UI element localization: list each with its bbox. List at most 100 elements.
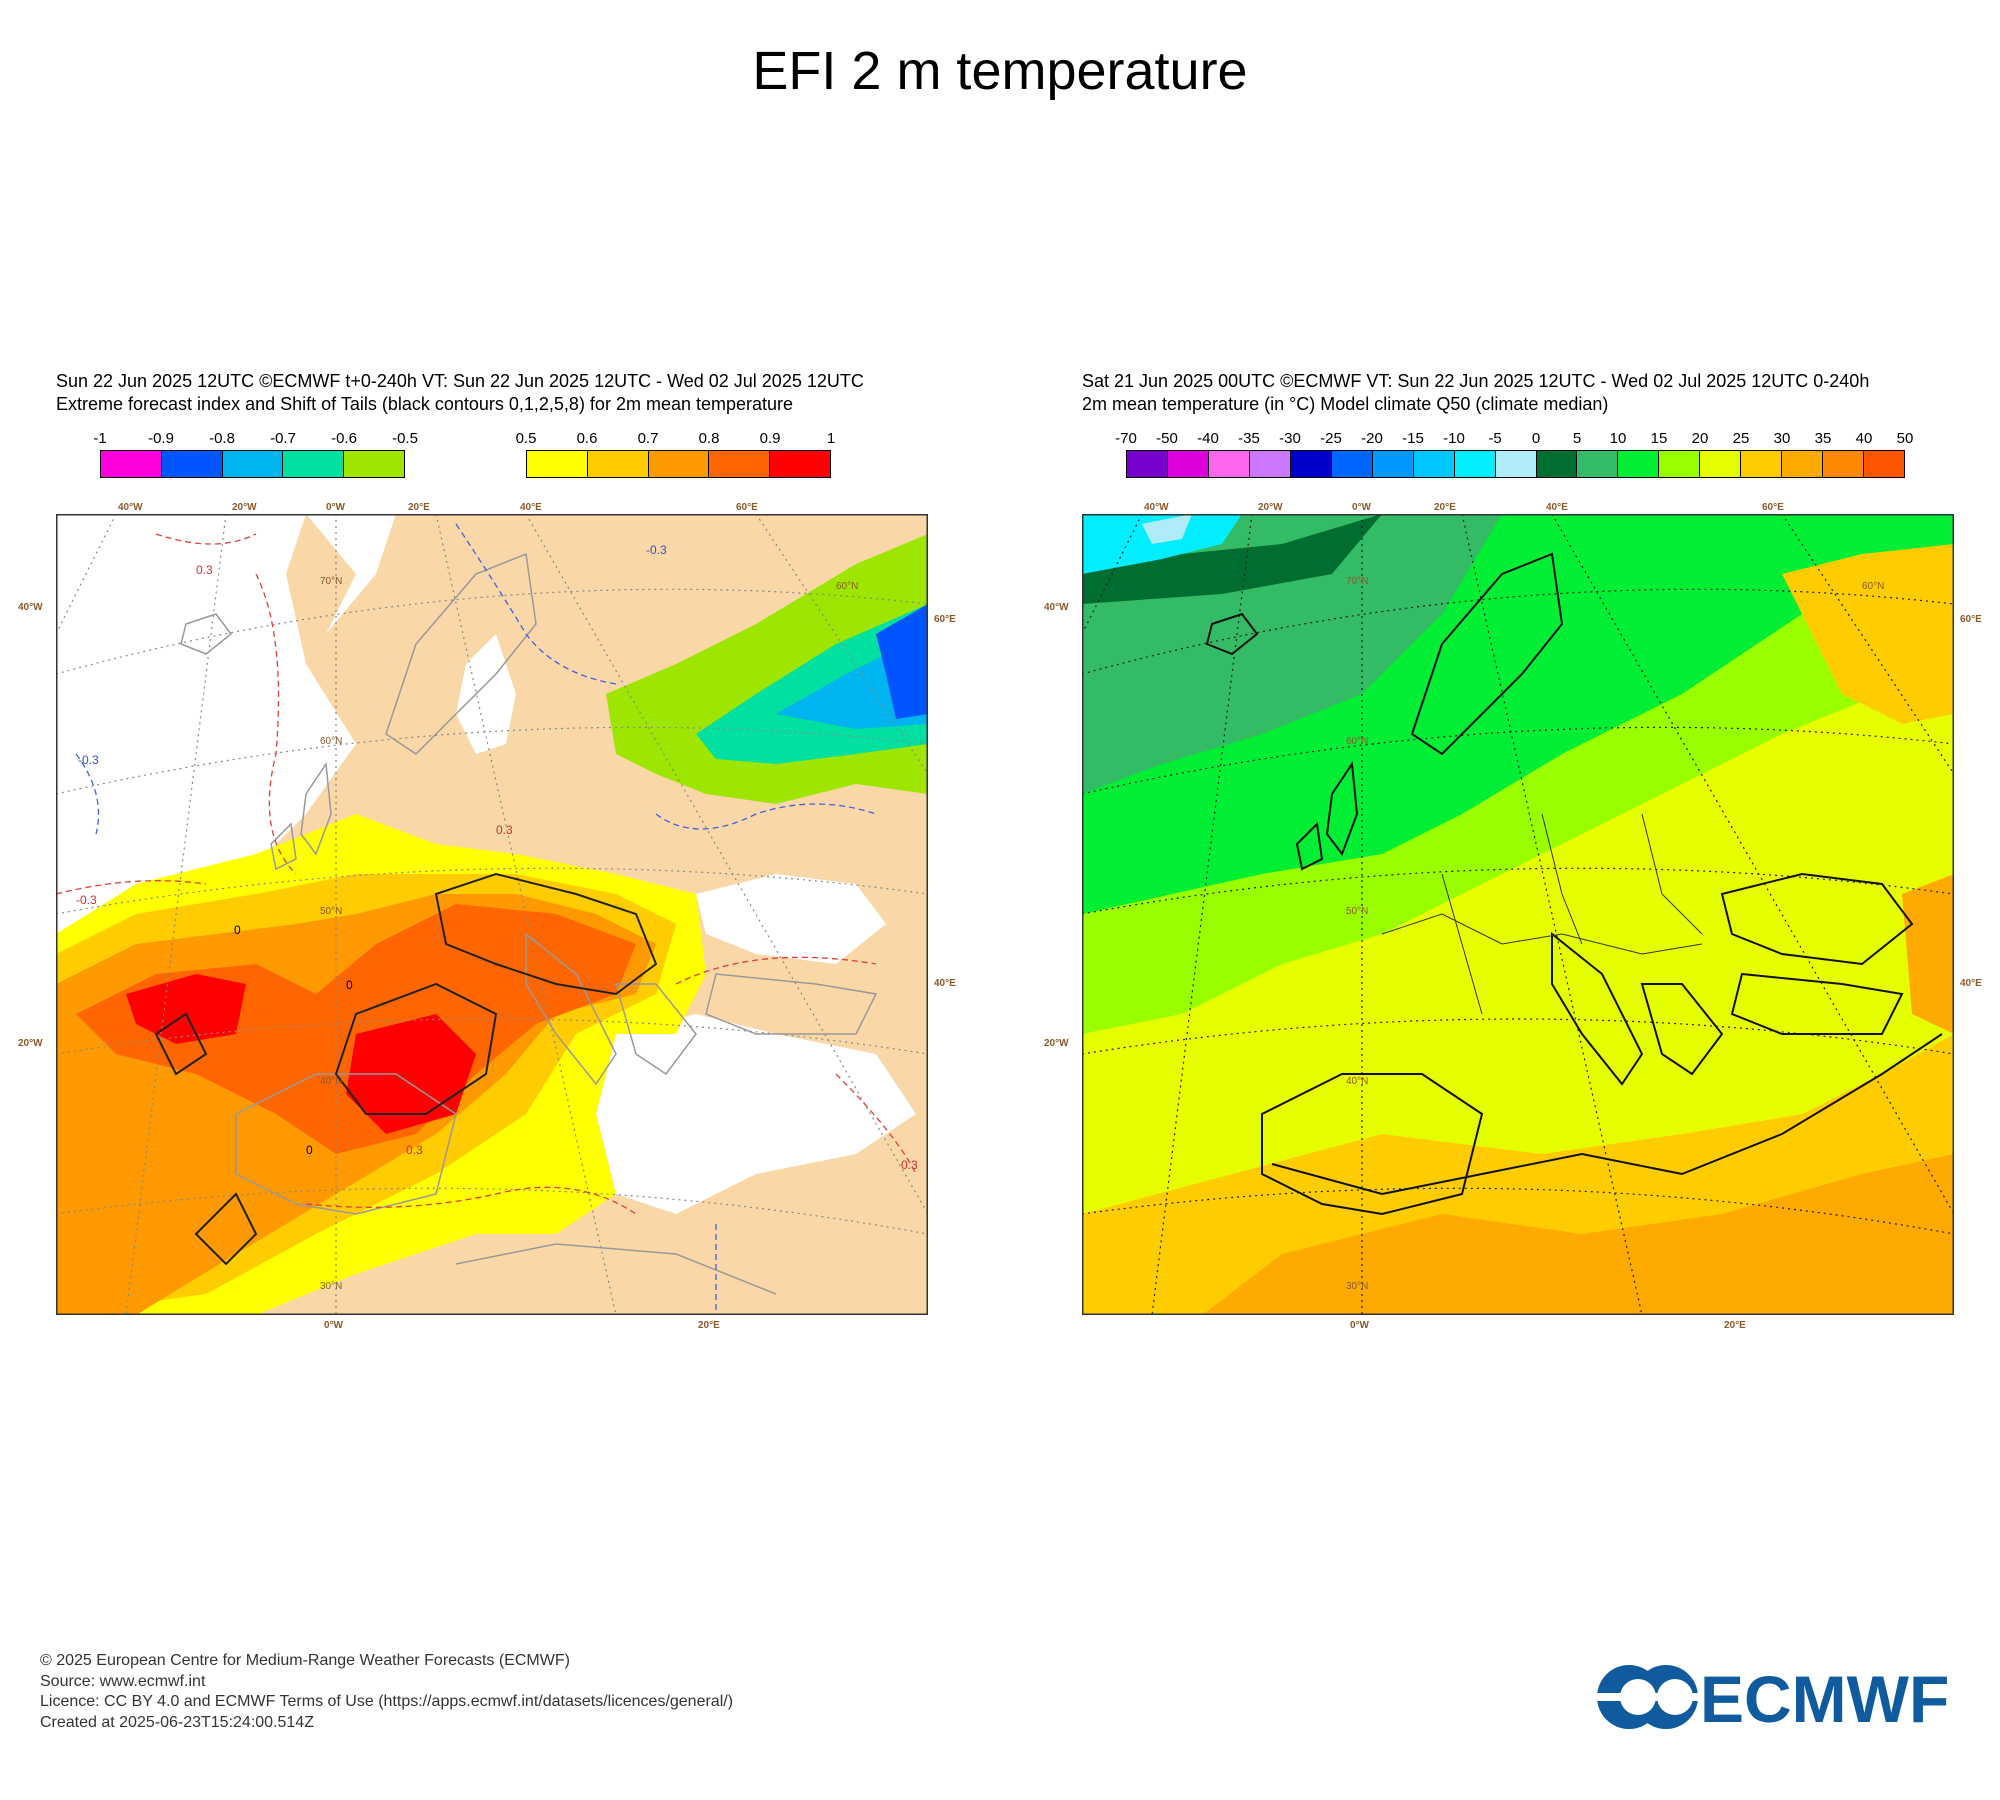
efi-lon-label: 0°W [326,502,345,513]
climate-swatch [1781,451,1823,477]
efi-red-contours [56,533,917,1215]
climate-swatch [1330,451,1372,477]
climate-lon-label: 0°W [1350,1320,1369,1331]
efi-black-sea [696,874,886,964]
efi-warm-anomaly-very-strong [76,904,636,1154]
efi-balkans-outline [615,983,697,1076]
efi-blue-contour [75,753,100,835]
efi-warm-swatch [586,451,648,477]
efi-lat-label: 60°N [836,581,858,592]
efi-sot-contour [154,1012,208,1076]
efi-lon-label: 0°W [324,1320,343,1331]
climate-border-line [1381,913,1703,955]
efi-lat-edge-label: 20°W [18,1038,43,1049]
efi-cold-label: -0.8 [209,430,235,447]
efi-red-contour [155,533,257,545]
ecmwf-logo-mark-cutouts [1596,1679,1706,1715]
efi-map-svg: -0.3 -0.3 0.3 0.3 -0.3 0.3 0.3 0 0 0 70°… [56,514,928,1315]
climate-lat-label: 40°N [1346,1076,1368,1087]
climate-graticule [1082,514,1954,1315]
climate-lat-edge-label: 20°W [1044,1038,1069,1049]
efi-cold-swatches [100,450,405,478]
efi-sot-contour [434,872,658,996]
climate-black-sea-outline [1720,872,1914,966]
climate-anatolia-outline [1730,972,1904,1035]
footer-copyright: © 2025 European Centre for Medium-Range … [40,1652,570,1669]
efi-lat-label: 40°N [320,1076,342,1087]
climate-lon-label: 40°E [1546,502,1568,513]
climate-band-middle-east-warm [1902,874,1954,1034]
climate-ireland-outline [1295,821,1324,871]
efi-lon-label: 20°W [232,502,257,513]
efi-lat-edge-label: 60°E [934,614,956,625]
climate-swatch [1740,451,1782,477]
efi-north-africa-coast [455,1243,777,1295]
efi-meridian-line [435,514,617,1315]
climate-meridian-line [1461,514,1643,1315]
climate-swatch [1822,451,1864,477]
climate-parallel-line [1082,867,1954,915]
climate-scale-label: 0 [1531,430,1541,447]
climate-lat-edge-label: 40°E [1960,978,1982,989]
efi-warm-swatches [526,450,831,478]
climate-meridian-line [1551,514,1954,1215]
climate-parallel-line [1082,1018,1954,1055]
efi-sot-contour [334,982,498,1115]
efi-warm-swatch [647,451,709,477]
climate-scale-label: -30 [1279,430,1301,447]
efi-warm-label: 0.9 [759,430,781,447]
footer-created: Created at 2025-06-23T15:24:00.514Z [40,1713,314,1731]
efi-meridian-line [125,514,227,1315]
efi-meridian-line [56,514,117,635]
climate-swatch [1494,451,1536,477]
climate-lat-label: 60°N [1862,581,1884,592]
climate-scale-label: 20 [1691,430,1709,447]
climate-meridian-line [1781,514,1954,775]
climate-lon-label: 0°W [1352,502,1371,513]
efi-parallel-line [56,1018,928,1055]
efi-panel: Sun 22 Jun 2025 12UTC ©ECMWF t+0-240h VT… [18,370,956,1331]
climate-border-line [1441,873,1483,1015]
climate-swatch [1289,451,1331,477]
efi-red-contour [305,1186,637,1215]
footer-source: Source: www.ecmwf.int [40,1672,206,1690]
efi-lat-edge-label: 40°E [934,978,956,989]
efi-contour-label: 0.3 [901,1158,918,1172]
page-title: EFI 2 m temperature [752,41,1248,101]
climate-iceland-outline [1205,612,1259,656]
climate-header-line1: Sat 21 Jun 2025 00UTC ©ECMWF VT: Sun 22 … [1082,371,1870,391]
efi-scandinavia-outline [385,552,537,755]
climate-scale-label: 10 [1609,430,1627,447]
climate-lat-label: 70°N [1346,576,1368,587]
efi-italy-outline [525,932,617,1086]
efi-header-line2: Extreme forecast index and Shift of Tail… [56,394,794,414]
climate-swatch [1207,451,1249,477]
ecmwf-logo: ECMWF [1596,1662,1971,1737]
climate-scale-label: -5 [1488,430,1502,447]
efi-contour-label: 0.3 [406,1143,423,1157]
efi-red-contour [56,880,207,895]
climate-lat-label: 30°N [1346,1281,1368,1292]
efi-header-line1: Sun 22 Jun 2025 12UTC ©ECMWF t+0-240h VT… [56,371,864,391]
climate-parallel-line [1082,726,1954,795]
climate-swatch [1371,451,1413,477]
efi-red-contour [255,573,297,875]
climate-borders [1381,813,1703,1015]
efi-meridian-line [525,514,928,1215]
footer-credits: © 2025 European Centre for Medium-Range … [40,1651,733,1733]
climate-band-30-35 [1202,1154,1954,1315]
climate-coastlines [1205,552,1943,1216]
climate-scale-label: -50 [1156,430,1178,447]
climate-meridian-line [1082,514,1143,635]
climate-band-greenland-cold [1082,514,1242,574]
efi-red-contour [675,956,877,985]
ecmwf-logo-svg: ECMWF [1596,1662,1949,1736]
efi-lat-label: 70°N [320,576,342,587]
efi-contour-label: -0.3 [78,753,99,767]
climate-swatch [1617,451,1659,477]
efi-cold-swatch [282,451,344,477]
efi-extreme-warm-atlantic [126,974,246,1044]
climate-scale-label: 35 [1814,430,1832,447]
efi-map-frame [56,514,928,1315]
climate-map-svg: 70°N 60°N 60°N 50°N 40°N 30°N [1082,514,1954,1315]
